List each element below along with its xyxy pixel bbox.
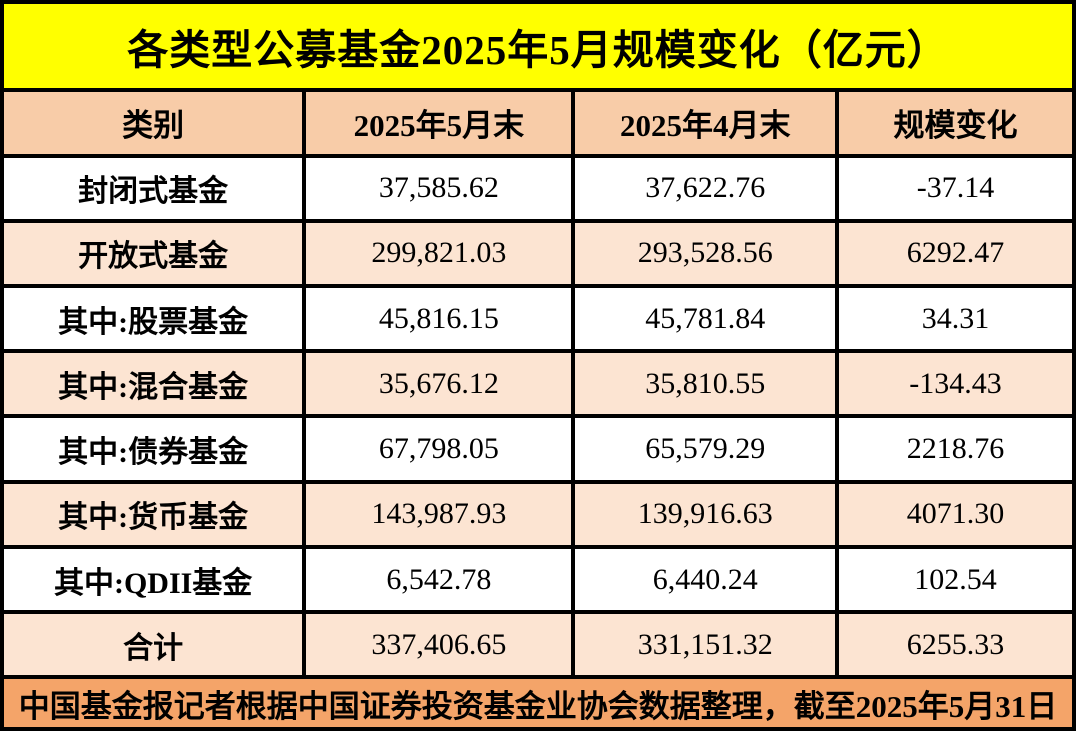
- row-label: 合计: [0, 610, 307, 680]
- column-header-april-end: 2025年4月末: [571, 88, 840, 158]
- header-row: 类别 2025年5月末 2025年4月末 规模变化: [0, 88, 1076, 158]
- row-label: 其中:货币基金: [0, 479, 307, 549]
- title-row: 各类型公募基金2025年5月规模变化（亿元）: [0, 0, 1076, 93]
- value-may: 67,798.05: [302, 414, 576, 484]
- table-row-open-end-funds: 开放式基金 299,821.03 293,528.56 6292.47: [0, 218, 1076, 289]
- table-row-hybrid-funds: 其中:混合基金 35,676.12 35,810.55 -134.43: [0, 349, 1076, 419]
- value-may: 299,821.03: [302, 218, 576, 289]
- table-row-total: 合计 337,406.65 331,151.32 6255.33: [0, 610, 1076, 680]
- value-may: 35,676.12: [302, 349, 576, 419]
- value-april: 37,622.76: [571, 153, 840, 223]
- value-change: 6292.47: [835, 218, 1076, 289]
- row-label: 开放式基金: [0, 218, 307, 289]
- value-change: 4071.30: [835, 479, 1076, 549]
- row-label: 其中:混合基金: [0, 349, 307, 419]
- value-change: 102.54: [835, 544, 1076, 615]
- column-header-category: 类别: [0, 88, 307, 158]
- value-may: 337,406.65: [302, 610, 576, 680]
- value-april: 6,440.24: [571, 544, 840, 615]
- table-row-bond-funds: 其中:债券基金 67,798.05 65,579.29 2218.76: [0, 414, 1076, 484]
- value-april: 65,579.29: [571, 414, 840, 484]
- value-change: -37.14: [835, 153, 1076, 223]
- column-header-change: 规模变化: [835, 88, 1076, 158]
- source-footnote: 中国基金报记者根据中国证券投资基金业协会数据整理，截至2025年5月31日: [0, 675, 1076, 731]
- footer-row: 中国基金报记者根据中国证券投资基金业协会数据整理，截至2025年5月31日: [0, 675, 1076, 731]
- value-april: 293,528.56: [571, 218, 840, 289]
- table-title: 各类型公募基金2025年5月规模变化（亿元）: [0, 0, 1076, 93]
- table-row-money-market-funds: 其中:货币基金 143,987.93 139,916.63 4071.30: [0, 479, 1076, 549]
- value-may: 6,542.78: [302, 544, 576, 615]
- row-label: 其中:债券基金: [0, 414, 307, 484]
- value-april: 35,810.55: [571, 349, 840, 419]
- value-april: 139,916.63: [571, 479, 840, 549]
- row-label: 其中:股票基金: [0, 284, 307, 354]
- column-header-may-end: 2025年5月末: [302, 88, 576, 158]
- value-change: 34.31: [835, 284, 1076, 354]
- row-label: 封闭式基金: [0, 153, 307, 223]
- table-row-closed-end-funds: 封闭式基金 37,585.62 37,622.76 -37.14: [0, 153, 1076, 223]
- value-may: 37,585.62: [302, 153, 576, 223]
- table-row-qdii-funds: 其中:QDII基金 6,542.78 6,440.24 102.54: [0, 544, 1076, 615]
- value-may: 143,987.93: [302, 479, 576, 549]
- value-may: 45,816.15: [302, 284, 576, 354]
- value-april: 331,151.32: [571, 610, 840, 680]
- row-label: 其中:QDII基金: [0, 544, 307, 615]
- value-change: -134.43: [835, 349, 1076, 419]
- value-change: 2218.76: [835, 414, 1076, 484]
- value-change: 6255.33: [835, 610, 1076, 680]
- value-april: 45,781.84: [571, 284, 840, 354]
- table-row-equity-funds: 其中:股票基金 45,816.15 45,781.84 34.31: [0, 284, 1076, 354]
